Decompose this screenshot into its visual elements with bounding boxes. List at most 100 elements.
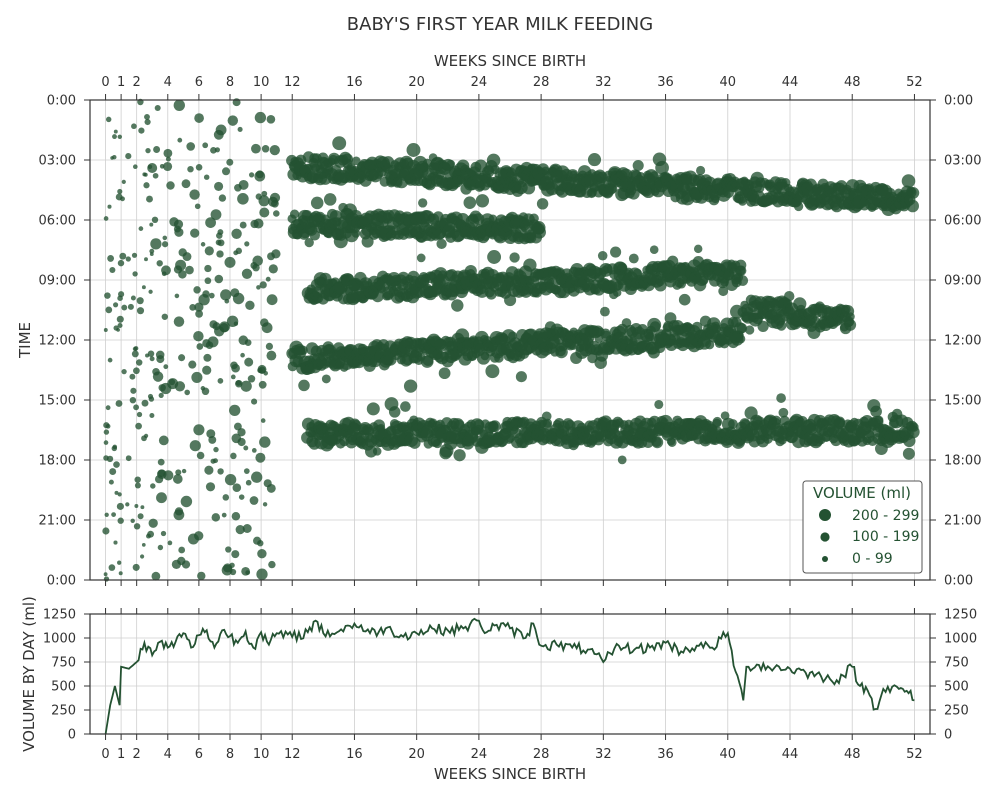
scatter-left-ytick-label: 21:00 — [39, 514, 76, 529]
feeding-point — [239, 221, 247, 229]
scatter-top-xtick-label: 4 — [164, 75, 172, 90]
feeding-point — [323, 193, 337, 206]
feeding-point — [261, 190, 268, 197]
scatter-right-ytick-label: 12:00 — [944, 334, 981, 349]
feeding-point — [177, 137, 183, 143]
feeding-point — [260, 418, 266, 423]
feeding-point — [217, 378, 224, 384]
scatter-left-ytick-label: 03:00 — [39, 154, 76, 169]
line-xtick-label: 48 — [844, 747, 861, 762]
line-xtick-label: 1 — [117, 747, 125, 762]
feeding-point — [259, 281, 267, 289]
feeding-point — [113, 461, 120, 468]
feeding-point — [793, 201, 804, 212]
feeding-point — [655, 160, 669, 175]
line-xlabel: WEEKS SINCE BIRTH — [434, 765, 586, 783]
feeding-point — [403, 379, 418, 393]
scatter-right-ytick-label: 21:00 — [944, 514, 981, 529]
feeding-point — [138, 127, 145, 134]
feeding-point — [216, 250, 224, 258]
feeding-point — [587, 153, 602, 167]
feeding-point — [129, 396, 137, 404]
feeding-point — [105, 423, 111, 429]
scatter-top-xtick-label: 8 — [226, 75, 234, 90]
scatter-panel: WEEKS SINCE BIRTH TIME 0 1 2 4 6 8 10 12 16 20 24 2… — [16, 52, 981, 589]
feeding-point — [217, 468, 224, 475]
feeding-point — [196, 343, 204, 350]
feeding-point — [113, 129, 118, 134]
scatter-top-xtick-label: 16 — [346, 75, 363, 90]
line-left-ytick-label: 250 — [51, 704, 76, 719]
feeding-point — [718, 286, 729, 297]
feeding-point — [107, 254, 115, 262]
feeding-point — [241, 268, 253, 279]
line-xtick-label: 28 — [533, 747, 550, 762]
feeding-point — [156, 355, 165, 364]
feeding-point — [181, 179, 191, 189]
feeding-point — [594, 334, 604, 344]
feeding-point — [487, 250, 502, 264]
scatter-top-xtick-label: 44 — [782, 75, 799, 90]
scatter-top-xtick-label: 10 — [253, 75, 270, 90]
feeding-point — [181, 560, 191, 569]
line-left-ytick-label: 0 — [68, 728, 76, 743]
volume-series-line — [104, 617, 915, 735]
feeding-point — [231, 511, 241, 521]
legend-marker-small — [822, 556, 828, 562]
feeding-point — [737, 275, 749, 286]
feeding-point — [255, 170, 264, 179]
feeding-point — [257, 549, 267, 559]
feeding-point — [242, 523, 252, 534]
feeding-point — [202, 339, 211, 348]
feeding-point — [251, 143, 261, 154]
feeding-point — [266, 483, 276, 493]
feeding-point — [195, 310, 203, 318]
feeding-point — [107, 204, 112, 209]
feeding-point — [166, 181, 175, 190]
line-right-ytick-label: 250 — [944, 704, 969, 719]
feeding-point — [125, 502, 130, 507]
legend-marker-medium — [820, 532, 830, 542]
feeding-point — [230, 452, 237, 460]
feeding-point — [130, 518, 135, 524]
feeding-point — [400, 401, 411, 412]
scatter-top-xtick-label: 20 — [408, 75, 425, 90]
feeding-point — [105, 405, 111, 411]
feeding-point — [209, 320, 218, 329]
feeding-point — [245, 570, 251, 575]
feeding-point — [117, 492, 122, 497]
feeding-point — [111, 512, 116, 517]
feeding-point — [738, 196, 747, 206]
feeding-point — [136, 297, 144, 305]
feeding-point — [304, 237, 314, 248]
scatter-left-ytick-label: 09:00 — [39, 274, 76, 289]
line-xtick-label: 16 — [346, 747, 363, 762]
feeding-point — [186, 142, 196, 151]
feeding-point — [649, 321, 661, 332]
legend-entry-small: 0 - 99 — [852, 551, 893, 567]
feeding-point — [321, 374, 331, 384]
feeding-point — [745, 325, 755, 335]
feeding-point — [243, 445, 249, 451]
line-left-ytick-label: 500 — [51, 680, 76, 695]
feeding-point — [238, 494, 245, 500]
feeding-point — [253, 218, 264, 229]
feeding-point — [834, 416, 846, 428]
feeding-point — [204, 264, 212, 273]
feeding-point — [174, 293, 180, 299]
feeding-point — [651, 436, 664, 449]
feeding-point — [109, 468, 117, 476]
feeding-point — [245, 479, 252, 486]
feeding-point — [108, 479, 114, 485]
feeding-point — [187, 165, 194, 173]
feeding-point — [104, 292, 111, 299]
feeding-point — [103, 328, 108, 332]
feeding-point — [154, 104, 161, 112]
feeding-point — [189, 304, 197, 311]
feeding-point — [229, 404, 241, 417]
feeding-point — [906, 199, 919, 213]
feeding-point — [226, 315, 239, 327]
feeding-point — [149, 413, 155, 418]
